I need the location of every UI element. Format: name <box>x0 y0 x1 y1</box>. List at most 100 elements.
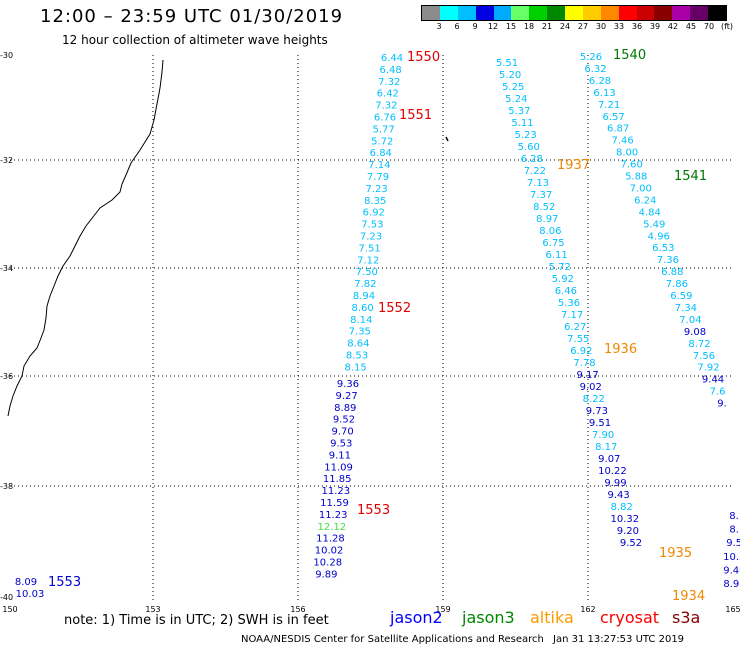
pass-label-1553: 1553 <box>357 503 391 518</box>
wave-height-value: 9.52 <box>620 538 642 549</box>
colorbar-label: 6 <box>454 22 460 31</box>
wave-height-value: 10.02 <box>315 546 344 557</box>
timestamp: Jan 31 13:27:53 UTC 2019 <box>553 634 685 645</box>
wave-height-value: 6.59 <box>670 291 692 302</box>
satellite-tracks: 6.446.487.326.427.326.765.775.726.847.14… <box>15 52 740 600</box>
wave-height-value: 9.27 <box>336 391 358 402</box>
colorbar-swatch <box>529 6 548 20</box>
grid-lines <box>10 55 733 600</box>
wave-height-value: 6.84 <box>370 148 392 159</box>
wave-height-value: 9.02 <box>580 382 602 393</box>
colorbar-swatch <box>600 6 619 20</box>
colorbar-label: (ft) <box>720 22 734 31</box>
colorbar-swatch <box>439 6 458 20</box>
wave-height-value: 10.22 <box>598 466 627 477</box>
pass-label-1550: 1550 <box>407 50 441 65</box>
wave-height-value: 6.27 <box>564 322 586 333</box>
wave-height-value: 9.11 <box>329 450 351 461</box>
wave-height-value: 9.20 <box>617 526 639 537</box>
page-subtitle: 12 hour collection of altimeter wave hei… <box>62 33 328 47</box>
pass-label-1541: 1541 <box>674 169 708 184</box>
colorbar-label: 33 <box>613 22 625 31</box>
wave-height-value: 6.53 <box>652 243 674 254</box>
wave-height-value: 5.72 <box>549 262 571 273</box>
wave-height-value: 5.26 <box>580 52 602 63</box>
wave-height-value: 9.73 <box>586 406 608 417</box>
x-tick-label: 153 <box>145 605 160 614</box>
wave-height-value: 9.51 <box>589 418 611 429</box>
wave-height-value: 7.78 <box>573 358 595 369</box>
colorbar-label: 42 <box>667 22 679 31</box>
wave-height-value: 7.35 <box>349 327 371 338</box>
wave-height-value: 8.00 <box>616 148 638 159</box>
coastline <box>7 59 164 417</box>
wave-height-value: 8.72 <box>688 339 710 350</box>
wave-height-value: 7.32 <box>378 77 400 88</box>
wave-height-value: 5.72 <box>371 136 393 147</box>
footer-note: note: 1) Time is in UTC; 2) SWH is in fe… <box>64 613 329 628</box>
wave-height-value: 7.14 <box>368 160 390 171</box>
wave-height-value: 6.88 <box>661 267 683 278</box>
wave-height-value: 8.22 <box>583 394 605 405</box>
axis-ticks: -30 -32 -34 -36 -38 -40 150 153 156 159 162 165 <box>0 51 740 614</box>
wave-height-value: 8.52 <box>533 202 555 213</box>
wave-height-value: 7.23 <box>360 232 382 243</box>
wave-height-value: 7.6 <box>710 387 726 398</box>
colorbar-swatch <box>547 6 565 20</box>
wave-height-value: 7.36 <box>657 255 679 266</box>
wave-height-value: 8.64 <box>347 339 369 350</box>
wave-height-value: 10.3 <box>723 552 740 563</box>
colorbar-labels: 3 6 9 12 15 18 21 24 27 30 33 36 39 42 45 70 (ft) <box>421 22 733 34</box>
y-tick-label: -40 <box>0 593 13 602</box>
wave-height-value: 8.99 <box>723 579 740 590</box>
wave-height-value: 7.37 <box>530 190 552 201</box>
wave-height-value: 12.12 <box>317 522 346 533</box>
wave-height-value: 8.06 <box>539 226 561 237</box>
wave-height-value: 8.35 <box>364 196 386 207</box>
wave-height-value: 4.96 <box>648 231 670 242</box>
colorbar-label: 36 <box>631 22 643 31</box>
wave-height-value: 6.24 <box>634 195 656 206</box>
wave-height-value: 10.28 <box>313 558 342 569</box>
wave-height-value: 6.57 <box>602 112 624 123</box>
wave-height-value: 8.09 <box>15 577 37 588</box>
wave-height-value: 5.25 <box>502 82 524 93</box>
wave-height-value: 6.48 <box>379 65 401 76</box>
wave-height-value: 5.92 <box>552 274 574 285</box>
wave-height-value: 7.17 <box>561 310 583 321</box>
wave-height-value: 7.79 <box>367 172 389 183</box>
wave-height-value: 7.32 <box>375 101 397 112</box>
y-tick-label: -32 <box>0 156 13 165</box>
colorbar-label: 39 <box>649 22 661 31</box>
wave-height-value: 10.03 <box>16 589 45 600</box>
wave-height-value: 6.87 <box>607 124 629 135</box>
wave-height-value: 9.52 <box>333 415 355 426</box>
pass-label-1934: 1934 <box>672 589 706 604</box>
colorbar-swatch <box>690 6 708 20</box>
wave-height-value: 6.42 <box>377 89 399 100</box>
colorbar-swatch <box>457 6 476 20</box>
wave-height-value: 8.17 <box>595 442 617 453</box>
x-tick-label: 150 <box>2 605 17 614</box>
colorbar-swatch <box>636 6 655 20</box>
wave-height-value: 6.32 <box>584 64 606 75</box>
colorbar-swatch <box>672 6 691 20</box>
wave-height-value: 11.09 <box>324 462 353 473</box>
wave-height-value: 7.46 <box>612 136 634 147</box>
wave-height-value: 6.13 <box>593 88 615 99</box>
wave-height-value: 5.20 <box>499 70 521 81</box>
wave-height-value: 5.23 <box>514 130 536 141</box>
colorbar-label: 70 <box>703 22 715 31</box>
wave-height-value: 6.46 <box>555 286 577 297</box>
colorbar-label: 18 <box>523 22 535 31</box>
wave-height-value: 9. <box>717 399 727 410</box>
wave-height-value: 5.77 <box>372 124 394 135</box>
wave-height-value: 5.37 <box>508 106 530 117</box>
y-tick-label: -38 <box>0 482 13 491</box>
colorbar-label: 12 <box>487 22 499 31</box>
colorbar-label: 15 <box>505 22 517 31</box>
x-tick-label: 159 <box>435 605 450 614</box>
wave-height-value: 8.53 <box>346 351 368 362</box>
y-tick-label: -36 <box>0 372 13 381</box>
wave-height-value: 7.56 <box>693 351 715 362</box>
